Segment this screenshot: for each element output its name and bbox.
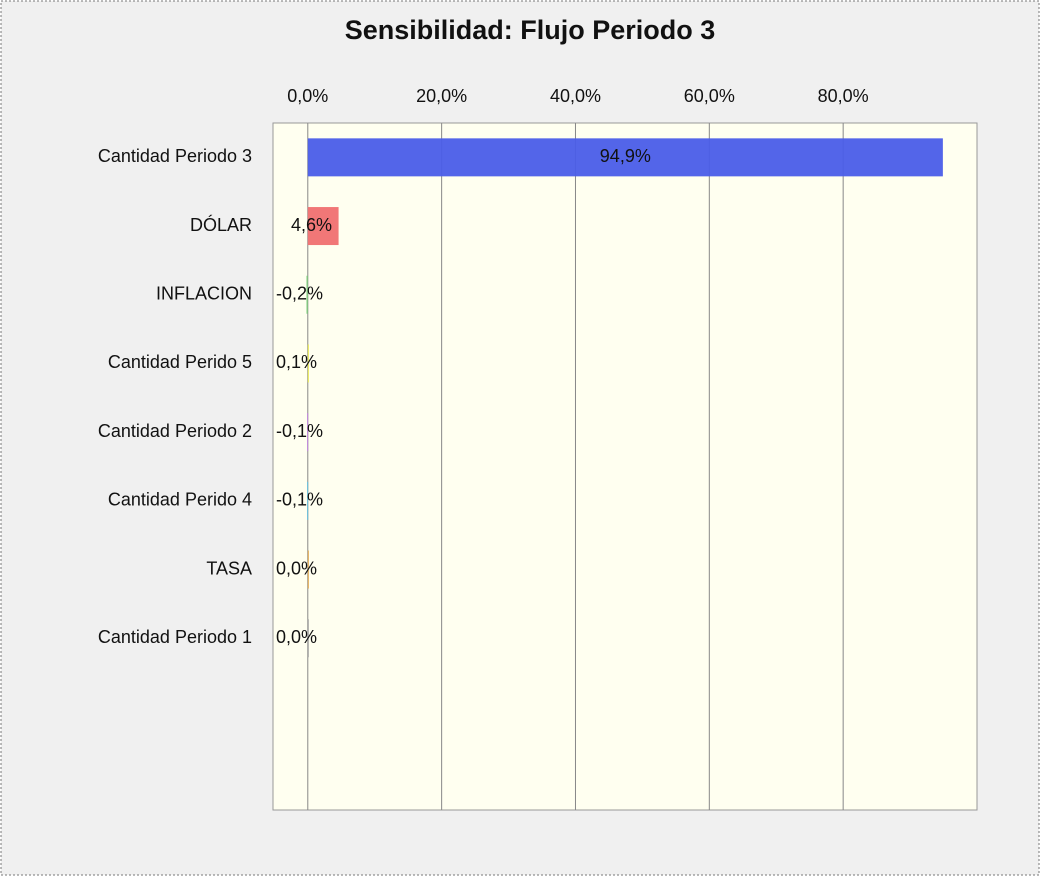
value-label: -0,1% <box>276 490 323 510</box>
value-label: -0,1% <box>276 421 323 441</box>
x-tick-label: 40,0% <box>550 86 601 106</box>
value-label: 0,0% <box>276 627 317 647</box>
x-tick-label: 0,0% <box>287 86 328 106</box>
y-tick-label: DÓLAR <box>190 214 252 235</box>
value-label: 0,0% <box>276 558 317 578</box>
value-label: -0,2% <box>276 284 323 304</box>
bar <box>307 619 309 658</box>
value-label: 4,6% <box>291 215 332 235</box>
y-tick-label: Cantidad Periodo 1 <box>98 627 252 647</box>
y-tick-label: INFLACION <box>156 284 252 304</box>
bar <box>307 207 339 246</box>
value-label: 94,9% <box>600 146 651 166</box>
x-tick-label: 80,0% <box>818 86 869 106</box>
bar <box>307 344 309 383</box>
y-tick-label: TASA <box>206 558 252 578</box>
x-tick-label: 20,0% <box>416 86 467 106</box>
chart-title: Sensibilidad: Flujo Periodo 3 <box>345 15 716 45</box>
y-tick-label: Cantidad Perido 4 <box>108 490 252 510</box>
bar <box>307 550 309 589</box>
y-tick-label: Cantidad Perido 5 <box>108 352 252 372</box>
y-tick-label: Cantidad Periodo 2 <box>98 421 252 441</box>
bar <box>307 138 943 177</box>
bar <box>307 413 309 452</box>
y-tick-label: Cantidad Periodo 3 <box>98 146 252 166</box>
bar <box>306 275 308 314</box>
bar <box>307 481 309 520</box>
plot-area <box>272 122 978 811</box>
value-label: 0,1% <box>276 352 317 372</box>
x-tick-label: 60,0% <box>684 86 735 106</box>
